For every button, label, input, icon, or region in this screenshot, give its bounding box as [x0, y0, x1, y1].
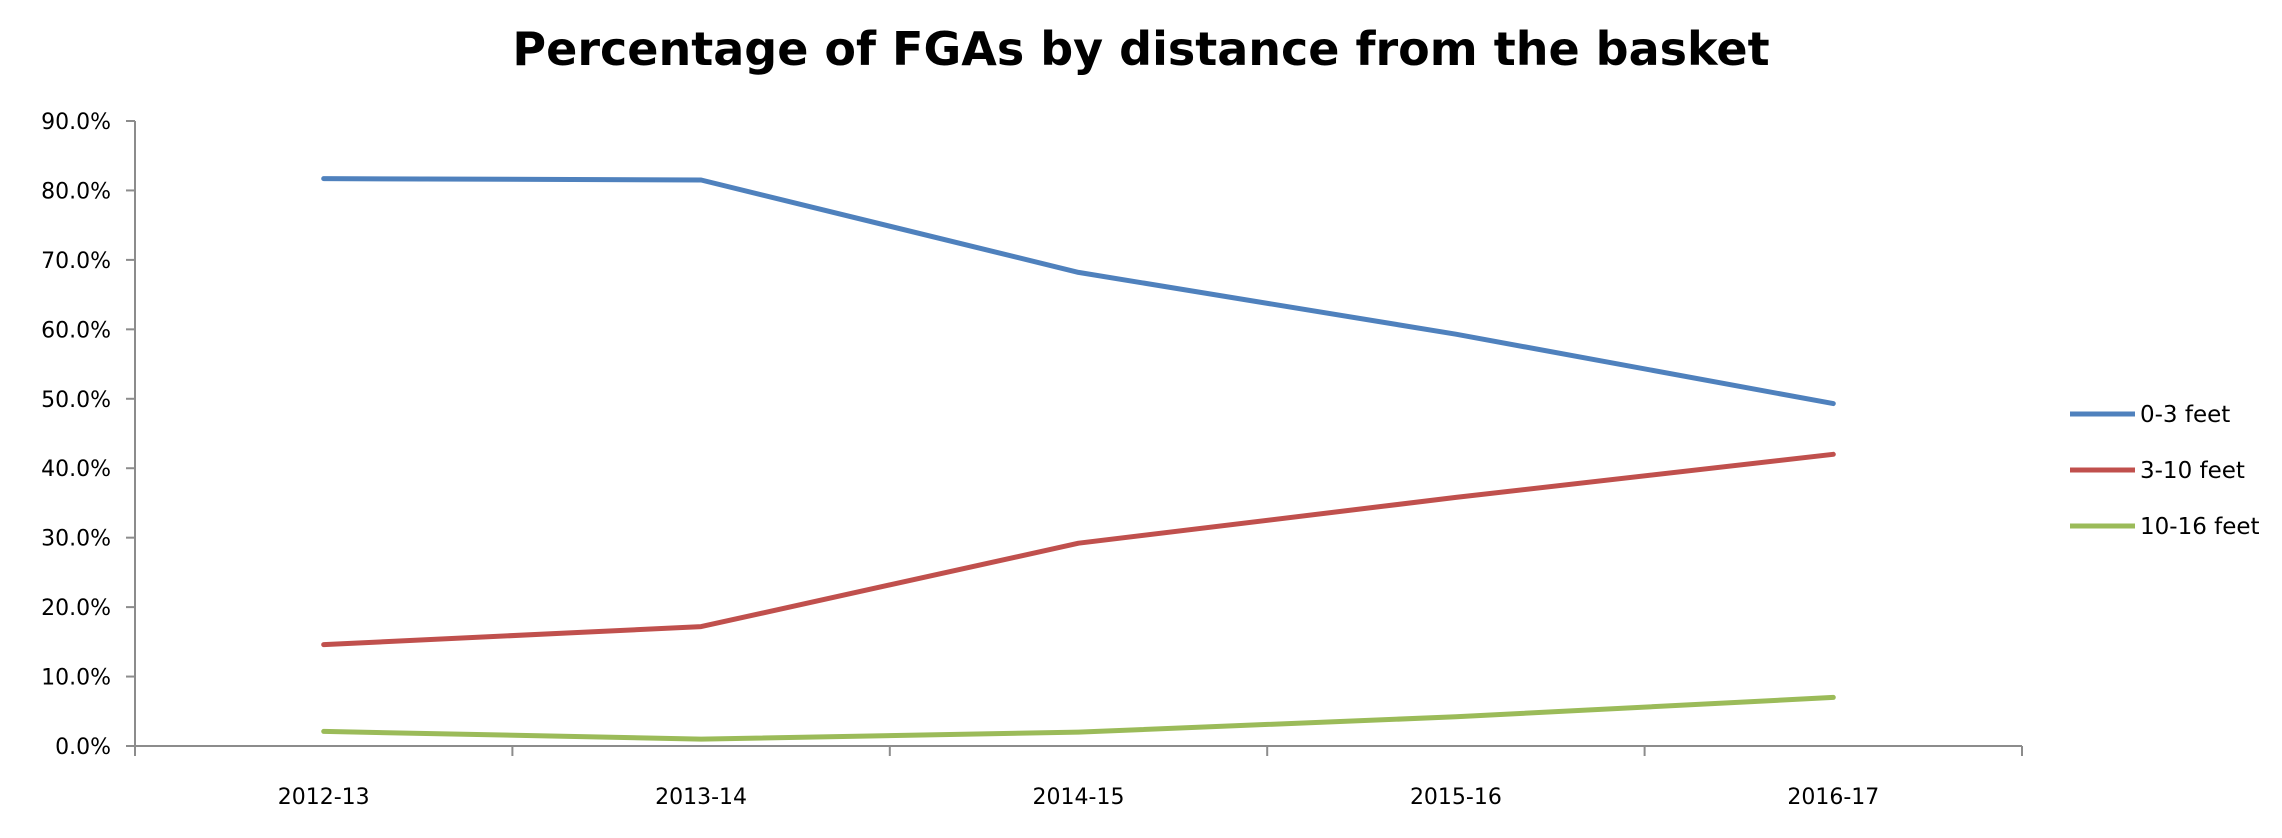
legend: 0-3 feet 3-10 feet 10-16 feet — [2070, 402, 2260, 540]
y-tick-label: 20.0% — [41, 596, 111, 621]
legend-label: 3-10 feet — [2140, 458, 2245, 484]
y-tick-label: 40.0% — [41, 457, 111, 482]
x-tick-label: 2014-15 — [1033, 785, 1125, 810]
x-tick-label: 2013-14 — [655, 785, 747, 810]
y-tick-label: 0.0% — [55, 735, 111, 760]
y-tick-label: 50.0% — [41, 388, 111, 413]
y-tick-label: 80.0% — [41, 179, 111, 204]
x-tick-label: 2012-13 — [278, 785, 370, 810]
legend-label: 10-16 feet — [2140, 514, 2260, 540]
y-tick-label: 70.0% — [41, 249, 111, 274]
x-axis-ticks: 2012-13 2013-14 2014-15 2015-16 2016-17 — [134, 746, 2023, 810]
y-tick-label: 60.0% — [41, 318, 111, 343]
y-axis-ticks: 0.0% 10.0% 20.0% 30.0% 40.0% 50.0% 60.0% 70.0% 8… — [41, 110, 135, 760]
series-line-10-16-feet — [321, 694, 1836, 742]
y-tick-label: 30.0% — [41, 527, 111, 552]
x-tick-label: 2016-17 — [1787, 785, 1879, 810]
y-tick-label: 10.0% — [41, 666, 111, 691]
chart-title: Percentage of FGAs by distance from the … — [512, 22, 1770, 76]
axes — [134, 121, 2022, 747]
series-line-3-10-feet — [321, 451, 1836, 648]
x-tick-label: 2015-16 — [1410, 785, 1502, 810]
legend-label: 0-3 feet — [2140, 402, 2230, 428]
y-tick-label: 90.0% — [41, 110, 111, 135]
series-layer — [321, 176, 1836, 742]
series-line-0-3-feet — [321, 176, 1836, 407]
